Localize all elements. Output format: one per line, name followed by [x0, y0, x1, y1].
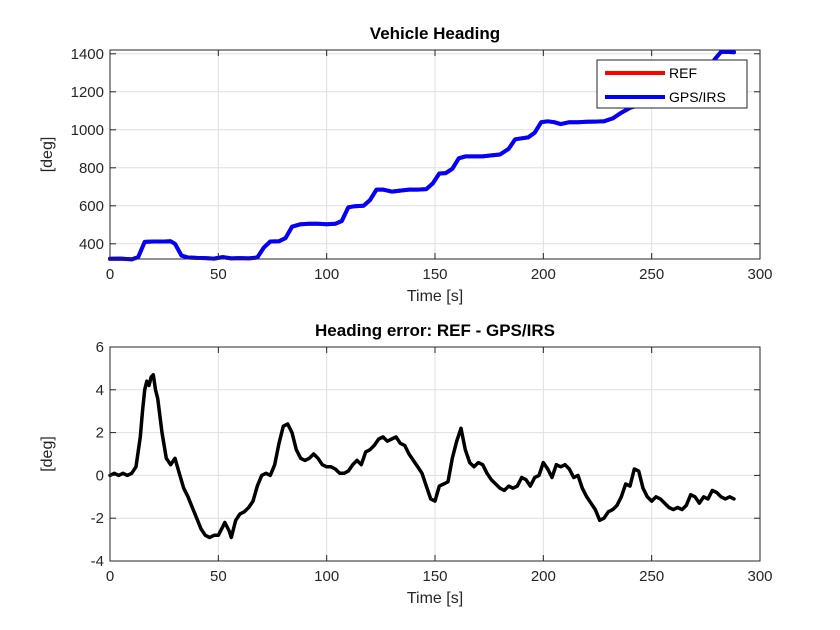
x-tick-label: 150: [422, 568, 447, 585]
y-tick-label: 4: [96, 382, 104, 399]
series-line-heading-error: [108, 373, 736, 540]
legend-box: [596, 59, 748, 109]
y-tick-label: 0: [96, 467, 104, 484]
y-tick-label: -2: [91, 510, 104, 527]
x-tick-label: 100: [314, 266, 339, 283]
x-tick-label: 200: [531, 568, 556, 585]
error-lines: [108, 373, 736, 540]
y-tick-label: 400: [79, 236, 104, 253]
heading-lines: [108, 49, 736, 262]
heading-x-ticks: 0 50 100 150 200 250 300: [106, 50, 773, 283]
y-tick-label: 1400: [71, 46, 104, 63]
error-y-ticks: -4 -2 0 2 4 6: [91, 339, 760, 570]
y-tick-label: 600: [79, 198, 104, 215]
y-tick-label: 6: [96, 339, 104, 356]
heading-y-ticks: 400 600 800 1000 1200 1400: [71, 46, 760, 253]
error-x-ticks: 0 50 100 150 200 250 300: [106, 347, 773, 585]
y-tick-label: -4: [91, 553, 104, 570]
error-x-axis-label: Time [s]: [407, 590, 463, 607]
legend-gps-label: GPS/IRS: [669, 89, 726, 105]
y-tick-label: 2: [96, 425, 104, 442]
x-tick-label: 0: [106, 568, 114, 585]
x-tick-label: 100: [314, 568, 339, 585]
x-tick-label: 300: [747, 568, 772, 585]
heading-plot: 0 50 100 150 200 250 300 400 600 800 1000 1200 1400…: [39, 24, 773, 305]
heading-chart-title: Vehicle Heading: [370, 24, 500, 43]
y-tick-label: 1200: [71, 84, 104, 101]
heading-legend: REF GPS/IRS: [596, 59, 748, 109]
heading-x-axis-label: Time [s]: [407, 288, 463, 305]
x-tick-label: 250: [639, 568, 664, 585]
x-tick-label: 250: [639, 266, 664, 283]
x-tick-label: 150: [422, 266, 447, 283]
series-line-gps-irs: [108, 49, 736, 262]
error-chart-title: Heading error: REF - GPS/IRS: [315, 321, 555, 340]
x-tick-label: 200: [531, 266, 556, 283]
error-y-axis-label: [deg]: [39, 436, 56, 472]
x-tick-label: 50: [210, 266, 227, 283]
heading-y-axis-label: [deg]: [39, 137, 56, 173]
heading-error-plot: 0 50 100 150 200 250 300 -4 -2 0 2 4 6 Heading erro…: [39, 321, 773, 607]
x-tick-label: 300: [747, 266, 772, 283]
legend-ref-label: REF: [669, 65, 697, 81]
y-tick-label: 1000: [71, 122, 104, 139]
x-tick-label: 0: [106, 266, 114, 283]
y-tick-label: 800: [79, 160, 104, 177]
x-tick-label: 50: [210, 568, 227, 585]
